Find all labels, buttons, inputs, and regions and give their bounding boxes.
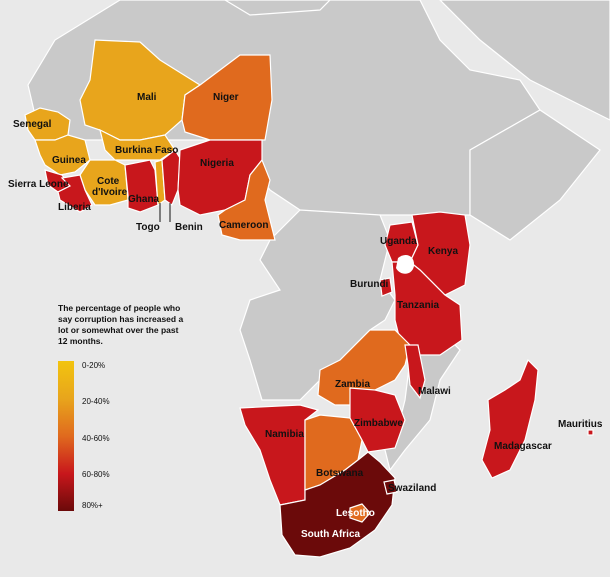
label-sierra-leone: Sierra Leone	[8, 179, 69, 190]
country-mauritius[interactable]	[587, 429, 594, 436]
label-cote-divoire-line1: Cote	[97, 176, 120, 187]
label-swaziland: Swaziland	[388, 483, 436, 494]
legend-label-80-plus: 80%+	[82, 501, 103, 510]
legend-label-60-80: 60-80%	[82, 470, 110, 479]
country-liberia[interactable]	[57, 174, 93, 213]
label-benin: Benin	[175, 222, 203, 233]
country-burundi[interactable]	[379, 277, 393, 297]
label-botswana: Botswana	[316, 468, 364, 479]
country-swaziland[interactable]	[383, 479, 398, 495]
label-south-africa: South Africa	[301, 529, 361, 540]
label-cameroon: Cameroon	[219, 220, 268, 231]
country-zimbabwe[interactable]	[349, 387, 406, 453]
label-madagascar: Madagascar	[494, 441, 552, 452]
country-madagascar[interactable]	[481, 358, 539, 479]
label-senegal: Senegal	[13, 119, 52, 130]
label-namibia: Namibia	[265, 429, 304, 440]
country-tanzania[interactable]	[391, 261, 463, 356]
label-kenya: Kenya	[428, 246, 458, 257]
label-burundi: Burundi	[350, 279, 389, 290]
country-ghana[interactable]	[124, 159, 159, 213]
label-malawi: Malawi	[418, 386, 451, 397]
label-ghana: Ghana	[128, 194, 160, 205]
label-liberia: Liberia	[58, 202, 91, 213]
label-cote-divoire: Cote d'Ivoire	[92, 176, 128, 198]
legend-label-20-40: 20-40%	[82, 397, 110, 406]
label-cote-divoire-line2: d'Ivoire	[92, 187, 128, 198]
label-lesotho: Lesotho	[336, 508, 375, 519]
map-legend: The percentage of people who say corrupt…	[58, 303, 188, 511]
country-south-africa[interactable]	[279, 451, 396, 558]
lake-victoria	[396, 254, 415, 274]
label-niger: Niger	[213, 92, 239, 103]
country-guinea[interactable]	[34, 134, 91, 176]
label-uganda: Uganda	[380, 236, 417, 247]
country-burkina-faso[interactable]	[99, 128, 176, 161]
landmass-arabia	[439, 0, 610, 121]
label-nigeria: Nigeria	[200, 158, 234, 169]
label-togo: Togo	[136, 222, 160, 233]
label-burkina-faso: Burkina Faso	[115, 145, 178, 156]
landmass-horn	[469, 109, 601, 241]
country-cameroon[interactable]	[217, 158, 276, 241]
country-benin[interactable]	[161, 149, 181, 206]
legend-color-ramp	[58, 361, 74, 511]
legend-label-0-20: 0-20%	[82, 361, 106, 370]
label-zambia: Zambia	[335, 379, 370, 390]
country-lesotho[interactable]	[349, 503, 371, 523]
label-zimbabwe: Zimbabwe	[354, 418, 403, 429]
label-tanzania: Tanzania	[397, 300, 439, 311]
legend-label-40-60: 40-60%	[82, 434, 110, 443]
label-mauritius: Mauritius	[558, 419, 603, 430]
country-malawi[interactable]	[404, 344, 426, 400]
label-mali: Mali	[137, 92, 157, 103]
landmass-central-africa	[239, 209, 396, 401]
label-guinea: Guinea	[52, 155, 86, 166]
landmass-europe	[223, 0, 331, 16]
legend-title: The percentage of people who say corrupt…	[58, 303, 184, 346]
